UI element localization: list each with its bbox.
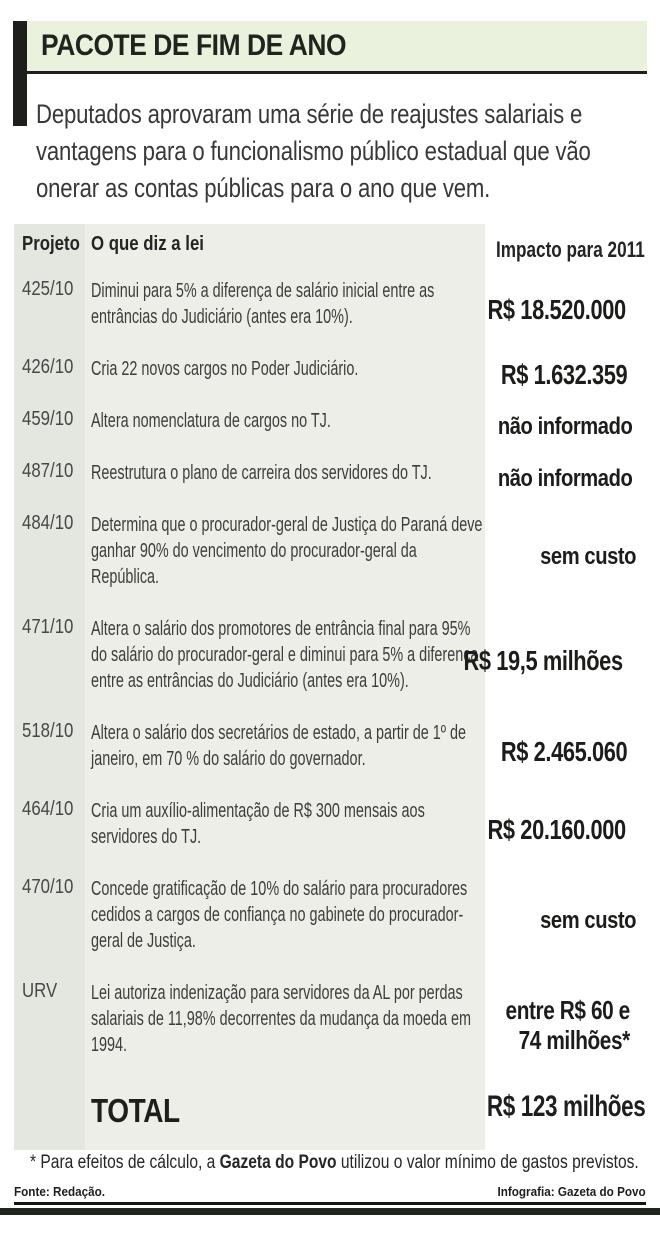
impact-value: sem custo — [539, 543, 636, 570]
impact-cell: sem custo — [485, 864, 646, 978]
table-row: 425/10 Diminui para 5% a diferença de sa… — [14, 266, 646, 366]
credits-row: Fonte: Redação. Infografia: Gazeta do Po… — [14, 1184, 646, 1205]
header-project-label: Projeto — [22, 233, 80, 255]
project-number: 464/10 — [22, 798, 74, 820]
intro-text: Deputados aprovaram uma série de reajust… — [36, 99, 591, 203]
impact-value: R$ 18.520.000 — [487, 294, 626, 325]
infographic-credit: Infografia: Gazeta do Povo — [497, 1184, 646, 1199]
table-row: 426/10 Cria 22 novos cargos no Poder Jud… — [14, 344, 646, 418]
project-number: 487/10 — [22, 460, 74, 482]
footnote: * Para efeitos de cálculo, a Gazeta do P… — [30, 1152, 646, 1174]
project-number: 518/10 — [22, 720, 74, 742]
table-row: 484/10 Determina que o procurador-geral … — [14, 500, 646, 626]
footnote-text: * Para efeitos de cálculo, a Gazeta do P… — [30, 1152, 639, 1173]
impact-value: não informado — [497, 413, 633, 440]
law-text: Cria 22 novos cargos no Poder Judiciário… — [91, 358, 359, 380]
page-title: PACOTE DE FIM DE ANO — [41, 29, 347, 62]
total-label-cell: TOTAL — [85, 1072, 485, 1150]
intro-block: Deputados aprovaram uma série de reajust… — [36, 96, 646, 207]
title-band: PACOTE DE FIM DE ANO — [27, 21, 647, 74]
law-text: Altera o salário dos secretários de esta… — [91, 722, 467, 770]
impact-value: sem custo — [539, 907, 636, 934]
law-text: Reestrutura o plano de carreira dos serv… — [91, 462, 432, 484]
impact-value: R$ 19,5 milhões — [463, 645, 623, 676]
table-row: 518/10 Altera o salário dos secretários … — [14, 708, 646, 808]
table-row: 464/10 Cria um auxílio-alimentação de R$… — [14, 786, 646, 886]
impact-cell: sem custo — [485, 500, 646, 614]
total-value-cell: R$ 123 milhões — [485, 1072, 646, 1142]
law-text: Diminui para 5% a diferença de salário i… — [91, 280, 435, 328]
impact-value: não informado — [497, 465, 633, 492]
accent-bar — [13, 21, 27, 126]
total-value: R$ 123 milhões — [486, 1090, 645, 1123]
impact-cell: R$ 18.520.000 — [485, 266, 646, 354]
table-row: 487/10 Reestrutura o plano de carreira d… — [14, 448, 646, 522]
impact-cell: não informado — [485, 396, 646, 458]
impact-cell: R$ 20.160.000 — [485, 786, 646, 874]
project-number: 471/10 — [22, 616, 74, 638]
law-text: Altera nomenclatura de cargos no TJ. — [91, 410, 331, 432]
impact-cell: R$ 19,5 milhões — [463, 604, 646, 718]
project-number: 459/10 — [22, 408, 74, 430]
total-row: TOTAL R$ 123 milhões — [14, 1072, 646, 1150]
law-text: Cria um auxílio-alimentação de R$ 300 me… — [91, 800, 425, 848]
law-table: Projeto O que diz a lei Impacto para 201… — [14, 224, 646, 1150]
impact-value: R$ 20.160.000 — [487, 814, 626, 845]
impact-cell: R$ 2.465.060 — [485, 708, 646, 796]
project-number: 484/10 — [22, 512, 74, 534]
header-law-label: O que diz a lei — [91, 233, 204, 255]
law-text: Lei autoriza indenização para servidores… — [91, 982, 471, 1056]
table-row: 459/10 Altera nomenclatura de cargos no … — [14, 396, 646, 470]
impact-value: R$ 1.632.359 — [500, 359, 628, 390]
impact-cell: entre R$ 60 e 74 milhões* — [485, 968, 646, 1082]
project-number: 470/10 — [22, 876, 74, 898]
header-impact-label: Impacto para 2011 — [496, 236, 645, 262]
table-row: 470/10 Concede gratificação de 10% do sa… — [14, 864, 646, 990]
table-row: URV Lei autoriza indenização para servid… — [14, 968, 646, 1094]
law-cell: Concede gratificação de 10% do salário p… — [85, 864, 485, 990]
footnote-brand: Gazeta do Povo — [219, 1152, 337, 1173]
impact-cell: R$ 1.632.359 — [485, 344, 646, 406]
law-table-body: 425/10 Diminui para 5% a diferença de sa… — [14, 266, 646, 1094]
source-credit: Fonte: Redação. — [14, 1184, 106, 1199]
total-label: TOTAL — [91, 1092, 180, 1129]
law-text: Determina que o procurador-geral de Just… — [91, 514, 483, 588]
impact-value: R$ 2.465.060 — [500, 736, 628, 767]
table-row: 471/10 Altera o salário dos promotores d… — [14, 604, 646, 730]
law-text: Concede gratificação de 10% do salário p… — [91, 878, 468, 952]
impact-value: entre R$ 60 e 74 milhões* — [505, 995, 630, 1055]
law-text: Altera o salário dos promotores de entrâ… — [91, 618, 479, 692]
project-number: 426/10 — [22, 356, 74, 378]
table-header-row: Projeto O que diz a lei Impacto para 201… — [14, 224, 646, 279]
impact-cell: não informado — [485, 448, 646, 510]
project-number: URV — [22, 980, 58, 1002]
bottom-bar — [0, 1208, 660, 1215]
total-project-cell — [14, 1072, 85, 1150]
project-number: 425/10 — [22, 278, 74, 300]
